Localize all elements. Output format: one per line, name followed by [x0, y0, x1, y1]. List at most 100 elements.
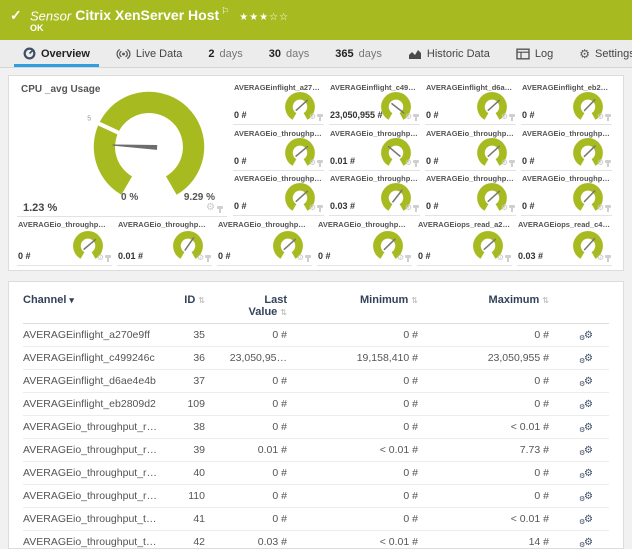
- mini-gauge-tile[interactable]: AVERAGEio_throughput_write… 0 # ⚙: [317, 217, 412, 266]
- gauge-pin-icon[interactable]: [605, 159, 611, 167]
- mini-gauge-tile[interactable]: AVERAGEio_throughput_read… 0 # ⚙: [233, 126, 324, 171]
- mini-gauge-tile[interactable]: AVERAGEio_throughput_total… 0.03 # ⚙: [329, 171, 420, 217]
- gauge-settings-icon[interactable]: ⚙: [596, 157, 604, 167]
- gauge-settings-icon[interactable]: ⚙: [404, 112, 412, 121]
- sensor-title[interactable]: Citrix XenServer Host: [75, 7, 220, 24]
- gauge-settings-icon[interactable]: ⚙: [296, 253, 304, 262]
- mini-gauge-tile[interactable]: AVERAGEio_throughput_write… 0 # ⚙: [217, 217, 312, 266]
- gauge-settings-icon[interactable]: ⚙: [500, 157, 508, 167]
- gauge-pin-icon[interactable]: [605, 114, 611, 121]
- sort-icon: ⇅: [198, 296, 205, 305]
- column-header-id[interactable]: ID ⇅: [184, 294, 205, 306]
- gauge-settings-icon[interactable]: ⚙: [196, 253, 204, 262]
- channel-name[interactable]: AVERAGEinflight_d6ae4e4b: [23, 375, 156, 387]
- gauge-pin-icon[interactable]: [317, 114, 323, 121]
- gauge-settings-icon[interactable]: ⚙: [500, 203, 508, 213]
- gauge-settings-icon[interactable]: ⚙: [596, 253, 604, 262]
- gauge-settings-icon[interactable]: ⚙: [396, 253, 404, 262]
- channel-settings-icon[interactable]: ⚙ ⚙: [579, 468, 593, 480]
- channel-settings-icon[interactable]: ⚙ ⚙: [579, 445, 593, 457]
- mini-gauge-tile[interactable]: AVERAGEio_throughput_read… 0 # ⚙: [521, 126, 612, 171]
- gauge-pin-icon[interactable]: [605, 255, 611, 262]
- gauge-pin-icon[interactable]: [605, 205, 611, 213]
- mini-gauge-tile[interactable]: AVERAGEio_throughput_total… 0 # ⚙: [521, 171, 612, 217]
- mini-gauge-tile[interactable]: AVERAGEinflight_c499246c 23,050,955 # ⚙: [329, 80, 420, 125]
- channel-name[interactable]: AVERAGEio_throughput_t…: [23, 513, 157, 525]
- gauge-settings-icon[interactable]: ⚙: [206, 202, 215, 213]
- gauge-pin-icon[interactable]: [509, 114, 515, 121]
- channel-gauge-value: 0 #: [418, 251, 431, 261]
- mini-gauge-tile[interactable]: AVERAGEio_throughput_read… 0.01 # ⚙: [329, 126, 420, 171]
- channel-name[interactable]: AVERAGEinflight_c499246c: [23, 352, 155, 364]
- gauge-pin-icon[interactable]: [405, 255, 411, 262]
- tab-2-days[interactable]: 2 days: [195, 40, 255, 67]
- gauge-settings-icon[interactable]: ⚙: [404, 157, 412, 167]
- mini-gauge-tile[interactable]: AVERAGEio_throughput_write… 0.01 # ⚙: [117, 217, 212, 266]
- gauge-settings-icon[interactable]: ⚙: [596, 112, 604, 121]
- column-header-maximum[interactable]: Maximum ⇅: [488, 294, 549, 306]
- channel-settings-icon[interactable]: ⚙ ⚙: [579, 514, 593, 526]
- gauge-settings-icon[interactable]: ⚙: [308, 157, 316, 167]
- gauge-settings-icon[interactable]: ⚙: [96, 253, 104, 262]
- mini-gauge-tile[interactable]: AVERAGEinflight_d6ae4e4b 0 # ⚙: [425, 80, 516, 125]
- tab-log[interactable]: Log: [503, 40, 566, 67]
- gauge-settings-icon[interactable]: ⚙: [596, 203, 604, 213]
- channel-name[interactable]: AVERAGEinflight_a270e9ff: [23, 329, 150, 341]
- gauge-pin-icon[interactable]: [509, 159, 515, 167]
- channel-settings-icon[interactable]: ⚙ ⚙: [579, 376, 593, 388]
- channel-name[interactable]: AVERAGEio_throughput_r…: [23, 467, 158, 479]
- channel-settings-icon[interactable]: ⚙ ⚙: [579, 353, 593, 365]
- tab-historic-data[interactable]: Historic Data: [395, 40, 503, 67]
- gauge-pin-icon[interactable]: [505, 255, 511, 262]
- gauge-pin-icon[interactable]: [205, 255, 211, 262]
- tab-30-days[interactable]: 30 days: [256, 40, 323, 67]
- column-header-minimum[interactable]: Minimum ⇅: [360, 294, 418, 306]
- gauge-settings-icon[interactable]: ⚙: [308, 112, 316, 121]
- tab-settings[interactable]: ⚙ Settings: [566, 40, 632, 67]
- mini-gauge-tile[interactable]: AVERAGEio_throughput_total… 0 # ⚙: [233, 171, 324, 217]
- gauge-settings-icon[interactable]: ⚙: [308, 203, 316, 213]
- channel-settings-icon[interactable]: ⚙ ⚙: [579, 491, 593, 503]
- mini-gauge-tile[interactable]: AVERAGEiops_read_c499246c 0.03 # ⚙: [517, 217, 612, 266]
- tab-live-data[interactable]: Live Data: [103, 40, 195, 67]
- column-header-last-value[interactable]: Last Value ⇅: [248, 294, 287, 318]
- table-row: AVERAGEio_throughput_r… 38 0 # 0 # < 0.0…: [23, 416, 609, 439]
- mini-gauge-tile[interactable]: AVERAGEio_throughput_total… 0 # ⚙: [425, 171, 516, 217]
- priority-stars[interactable]: ★★★☆☆: [239, 12, 290, 24]
- tab-365-days[interactable]: 365 days: [322, 40, 395, 67]
- channel-settings-icon[interactable]: ⚙ ⚙: [579, 422, 593, 434]
- channel-name[interactable]: AVERAGEio_throughput_t…: [23, 536, 157, 548]
- channel-name[interactable]: AVERAGEio_throughput_r…: [23, 444, 158, 456]
- gauge-pin-icon[interactable]: [317, 159, 323, 167]
- channel-settings-icon[interactable]: ⚙ ⚙: [579, 537, 593, 549]
- gauge-settings-icon[interactable]: ⚙: [404, 203, 412, 213]
- mini-gauge-tile[interactable]: AVERAGEinflight_a270e9ff 0 # ⚙: [233, 80, 324, 125]
- channel-name[interactable]: AVERAGEio_throughput_r…: [23, 490, 158, 502]
- mini-gauge-tile[interactable]: AVERAGEio_throughput_read… 0 # ⚙: [425, 126, 516, 171]
- cpu-avg-usage-gauge-tile[interactable]: CPU _avg Usage 5 0 % 9.29 % 1.23 % ⚙: [17, 80, 227, 217]
- mini-gauge-tile[interactable]: AVERAGEio_throughput_write… 0 # ⚙: [17, 217, 112, 266]
- gauge-pin-icon[interactable]: [413, 114, 419, 121]
- tab-overview[interactable]: Overview: [10, 40, 103, 67]
- gauge-pin-icon[interactable]: [217, 206, 223, 213]
- table-row: AVERAGEinflight_c499246c 36 23,050,95… 1…: [23, 347, 609, 370]
- channel-settings-icon[interactable]: ⚙ ⚙: [579, 399, 593, 411]
- gauge-pin-icon[interactable]: [509, 205, 515, 213]
- gauge-pin-icon[interactable]: [317, 205, 323, 213]
- tab-label: Live Data: [135, 47, 183, 60]
- maximum-value: 0 #: [534, 467, 549, 479]
- gauge-settings-icon[interactable]: ⚙: [496, 253, 504, 262]
- gauge-pin-icon[interactable]: [305, 255, 311, 262]
- mini-gauge-tile[interactable]: AVERAGEinflight_eb2809d2 0 # ⚙: [521, 80, 612, 125]
- gauge-settings-icon[interactable]: ⚙: [500, 112, 508, 121]
- mini-gauge-tile[interactable]: AVERAGEiops_read_a270e9ff 0 # ⚙: [417, 217, 512, 266]
- channel-name[interactable]: AVERAGEinflight_eb2809d2: [23, 398, 156, 410]
- column-header-channel[interactable]: Channel ▾: [23, 294, 74, 306]
- channel-name[interactable]: AVERAGEio_throughput_r…: [23, 421, 158, 433]
- gauge-pin-icon[interactable]: [413, 159, 419, 167]
- channel-settings-icon[interactable]: ⚙ ⚙: [579, 330, 593, 342]
- gauge-pin-icon[interactable]: [413, 205, 419, 213]
- channel-gauge: [477, 183, 507, 212]
- gauge-pin-icon[interactable]: [105, 255, 111, 262]
- flag-icon[interactable]: ⚐: [221, 6, 230, 16]
